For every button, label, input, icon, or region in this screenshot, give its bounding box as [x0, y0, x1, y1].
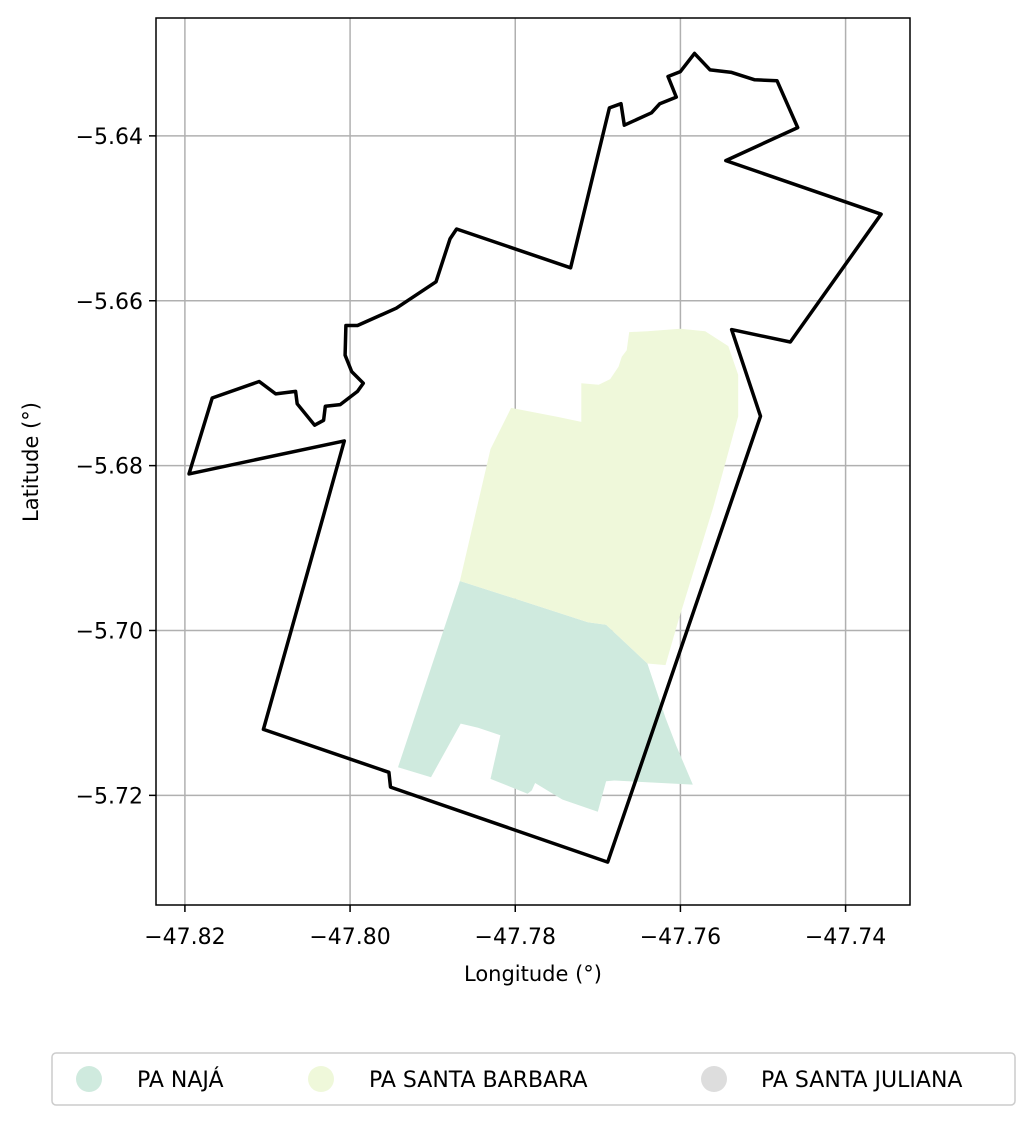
- settlement-regions: [398, 328, 739, 812]
- x-axis-label: Longitude (°): [464, 962, 602, 986]
- legend-marker-1: [308, 1066, 334, 1092]
- y-tick-label-0: −5.64: [76, 125, 143, 150]
- legend-marker-0: [76, 1066, 102, 1092]
- plot-frame: [155, 17, 911, 906]
- region-pa-santa-barbara: [459, 328, 739, 666]
- y-axis-ticks: −5.64 −5.66 −5.68 −5.70 −5.72: [76, 125, 156, 809]
- legend-box: [51, 1052, 1016, 1106]
- region-pa-naj-: [398, 581, 693, 812]
- municipality-boundary: [187, 51, 883, 864]
- x-tick-label-2: −47.78: [475, 925, 556, 950]
- x-tick-label-1: −47.80: [309, 925, 390, 950]
- y-tick-label-4: −5.72: [76, 784, 143, 809]
- legend-marker-2: [701, 1066, 727, 1092]
- legend-label-2: PA SANTA JULIANA: [761, 1068, 962, 1093]
- legend-label-0: PA NAJÁ: [137, 1067, 224, 1093]
- x-tick-label-4: −47.74: [805, 925, 886, 950]
- y-tick-label-3: −5.70: [76, 619, 143, 644]
- y-tick-label-2: −5.68: [76, 455, 143, 480]
- x-axis-ticks: −47.82 −47.80 −47.78 −47.76 −47.74: [144, 905, 886, 950]
- y-tick-label-1: −5.66: [76, 290, 143, 315]
- legend: PA NAJÁ PA SANTA BARBARA PA SANTA JULIANA: [51, 1052, 1016, 1106]
- x-tick-label-3: −47.76: [640, 925, 721, 950]
- y-axis-label: Latitude (°): [19, 402, 43, 522]
- x-tick-label-0: −47.82: [144, 925, 225, 950]
- legend-label-1: PA SANTA BARBARA: [369, 1068, 588, 1093]
- boundary-outline: [187, 51, 883, 864]
